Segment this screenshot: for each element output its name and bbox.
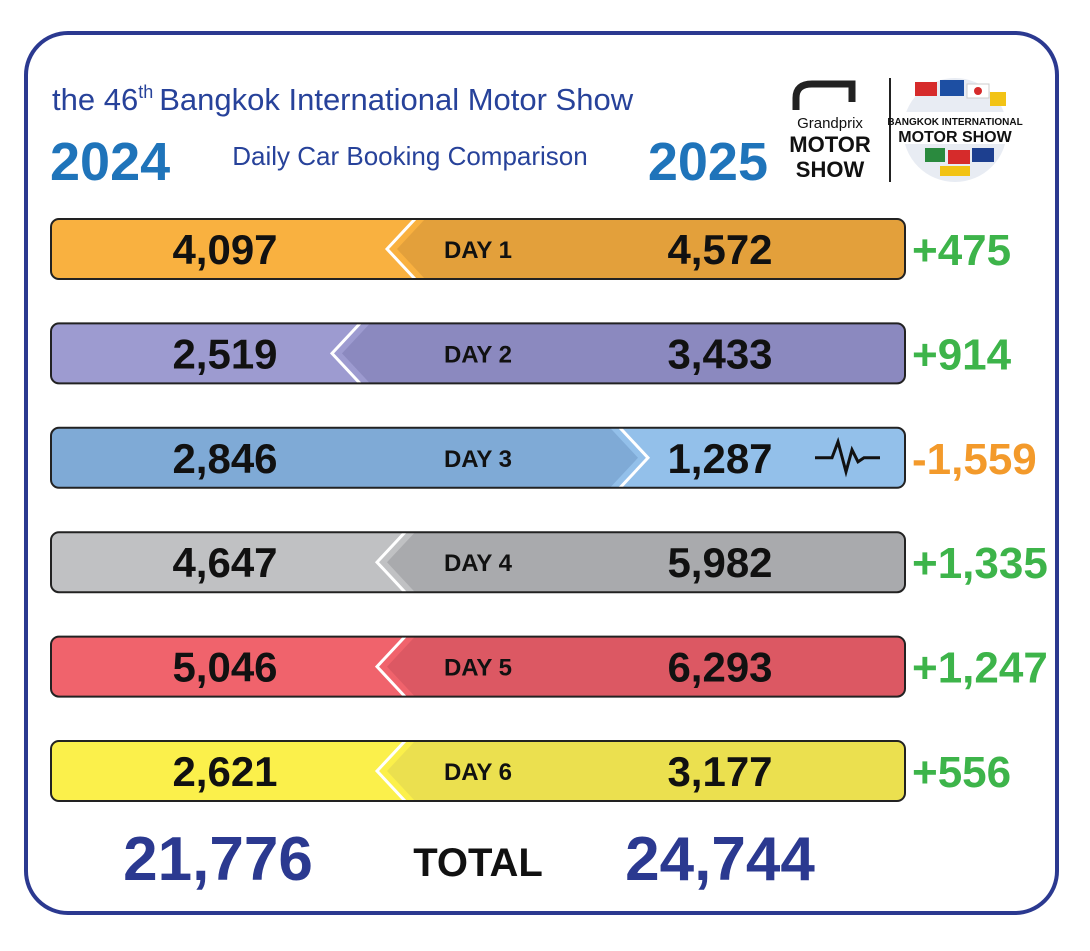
value-2024: 4,647 <box>172 539 277 586</box>
row <box>51 219 905 279</box>
bims-text: BANGKOK INTERNATIONAL <box>887 117 1022 128</box>
value-2025: 1,287 <box>667 435 772 482</box>
total-label: TOTAL <box>413 841 543 885</box>
globe <box>898 78 1012 182</box>
change: +1,335 <box>912 539 1048 588</box>
value-2025: 3,433 <box>667 330 772 377</box>
year-right: 2025 <box>648 132 768 192</box>
change: +556 <box>912 748 1011 797</box>
value-2024: 2,519 <box>172 330 277 377</box>
bar-2024 <box>51 427 638 488</box>
year-left: 2024 <box>50 132 170 192</box>
bar-2025 <box>342 323 905 384</box>
rows: 4,097 DAY 1 4,572 +475 2,519 DAY 2 3,433 +914 2,… <box>50 218 1048 802</box>
grandprix-icon <box>792 80 856 110</box>
grandprix-text: Grandprix <box>797 115 863 132</box>
title: the 46th Bangkok International Motor Show <box>52 82 634 117</box>
total-2024: 21,776 <box>123 825 313 894</box>
change: +914 <box>912 330 1012 379</box>
title-ordinal: th <box>138 82 153 102</box>
bar-outline <box>50 635 906 698</box>
chevron <box>374 741 407 801</box>
day-label: DAY 3 <box>444 446 512 473</box>
bar-outline <box>50 426 906 489</box>
value-2024: 2,846 <box>172 435 277 482</box>
day-label: DAY 1 <box>444 237 512 264</box>
bar-2025 <box>387 532 905 593</box>
chevron <box>329 323 362 384</box>
row <box>51 636 905 697</box>
day-label: DAY 6 <box>444 759 512 786</box>
row <box>51 323 905 384</box>
total-2025: 24,744 <box>625 825 815 894</box>
value-2025: 3,177 <box>667 748 772 795</box>
pulse-icon <box>815 436 880 478</box>
value-2025: 5,982 <box>667 539 772 586</box>
bar-outline <box>50 740 906 802</box>
bar-outline <box>50 531 906 594</box>
bar-2025 <box>397 219 905 279</box>
value-2024: 5,046 <box>172 644 277 691</box>
change: +475 <box>912 226 1011 275</box>
subtitle: Daily Car Booking Comparison <box>232 141 587 171</box>
value-2025: 4,572 <box>667 226 772 273</box>
chevron <box>384 219 417 279</box>
row <box>51 741 905 801</box>
chevron <box>374 636 407 697</box>
value-2024: 2,621 <box>172 748 277 795</box>
day-label: DAY 2 <box>444 341 512 368</box>
bims-text: MOTOR SHOW <box>898 129 1012 146</box>
chevron <box>618 427 651 488</box>
grandprix-text: MOTOR <box>789 132 871 157</box>
change: +1,247 <box>912 644 1048 693</box>
bar-2025 <box>387 741 905 801</box>
title-end: Bangkok International Motor Show <box>159 82 633 117</box>
grandprix-text: SHOW <box>796 157 865 182</box>
title-start: the 46 <box>52 82 138 117</box>
change: -1,559 <box>912 435 1037 484</box>
row <box>51 427 905 488</box>
bar-2025 <box>387 636 905 697</box>
value-2024: 4,097 <box>172 226 277 273</box>
value-2025: 6,293 <box>667 644 772 691</box>
chevron <box>374 532 407 593</box>
day-label: DAY 4 <box>444 550 513 577</box>
row <box>51 532 905 593</box>
bar-outline <box>50 218 906 280</box>
bar-outline <box>50 322 906 385</box>
day-label: DAY 5 <box>444 655 512 682</box>
